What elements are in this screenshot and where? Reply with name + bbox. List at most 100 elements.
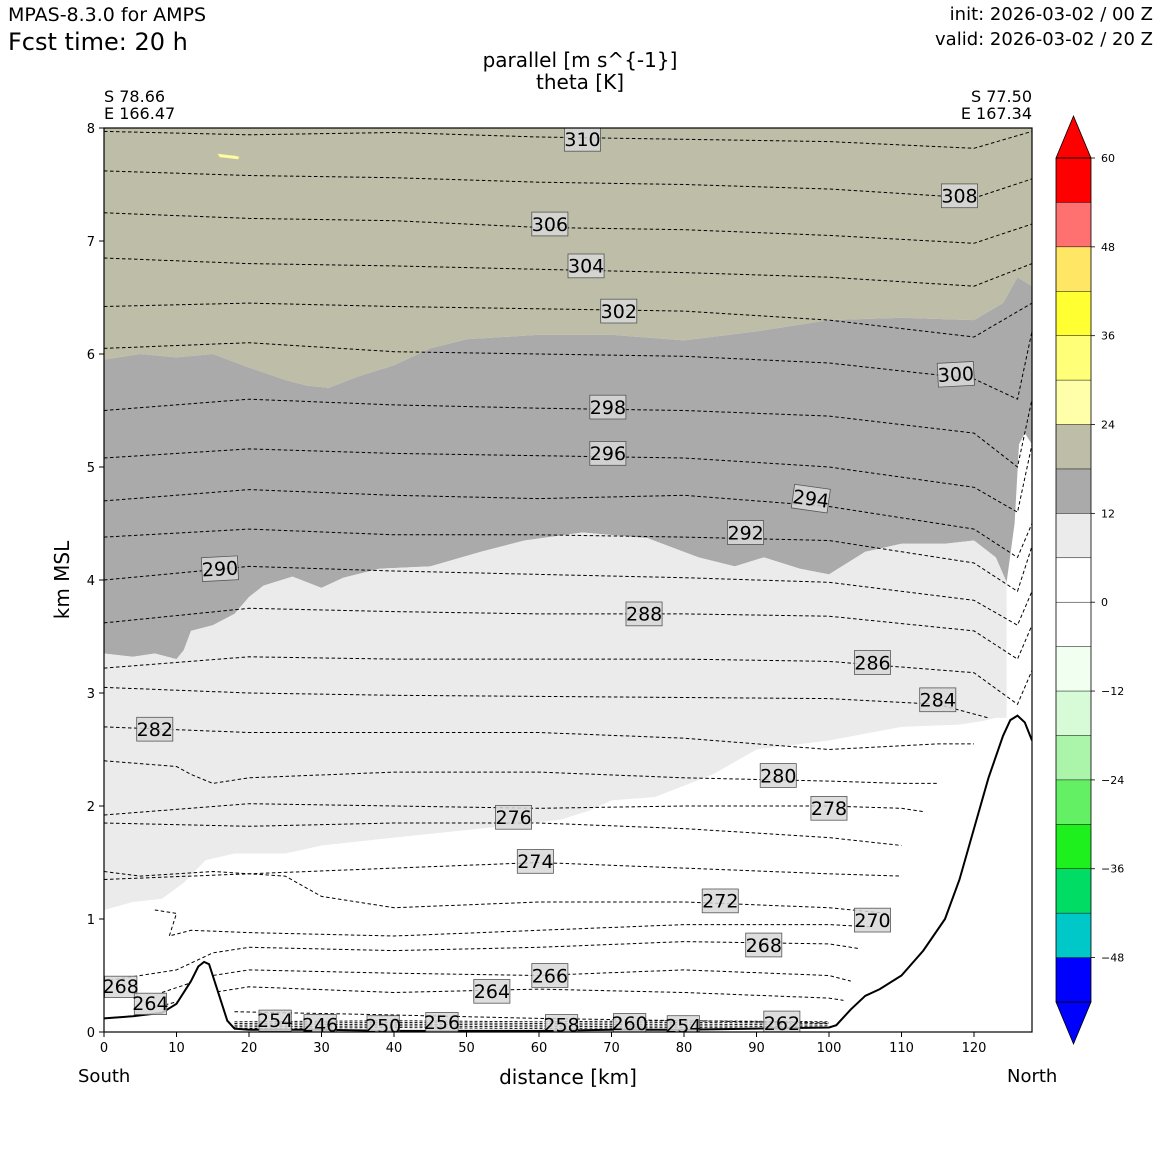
theta-label-302-box [600,298,638,324]
theta-contour-286 [104,656,1032,706]
colorbar-segment [1056,468,1091,514]
theta-contour-268 [104,941,859,982]
theta-label-280: 280 [760,765,796,787]
theta-label-262: 262 [764,1013,800,1035]
colorbar-tick-label: −48 [1101,952,1124,965]
theta-label-280-group: 280 [759,763,797,788]
colorbar-segment [1056,246,1091,292]
theta-label-310-box [563,128,601,152]
y-tick-label: 4 [87,574,95,589]
y-tick-label: 2 [87,800,95,815]
y-tick-label: 8 [87,122,95,137]
theta-label-minor-254-group: 254 [665,1015,701,1037]
theta-label-296-box [589,441,627,466]
theta-label-264-group: 264 [473,978,511,1004]
theta-label-276: 276 [495,807,531,829]
model-name: MPAS-8.3.0 for AMPS [8,4,207,26]
colorbar-extend-min [1055,1001,1092,1046]
theta-contour-surface [234,1023,830,1026]
x-tick-label: 110 [889,1041,914,1056]
theta-label-284-box [919,687,957,713]
theta-label-276-box [495,804,532,830]
theta-label-300: 300 [937,363,974,387]
theta-label-288-box [625,601,663,627]
chart-title: parallel [m s^{-1}] [482,48,678,72]
theta-label-minor-250-box [366,1015,400,1032]
theta-label-262-box [763,1010,801,1032]
theta-label-262-group: 262 [763,1010,801,1035]
theta-contour-296 [104,444,1032,513]
theta-contour-288 [104,607,1032,660]
theta-label-310: 310 [564,129,600,151]
theta-label-minor-256-box [425,1011,459,1032]
theta-label-292-group: 292 [727,520,764,545]
theta-contour-266 [161,969,851,993]
x-axis-label: distance [km] [499,1065,637,1089]
colorbar-segment [1056,779,1091,825]
theta-label-294: 294 [791,486,830,513]
theta-contour-302 [104,302,1032,338]
wind-fill-24-30-speck [217,153,240,160]
theta-label-minor-246-box [303,1014,337,1032]
wind-fill-12-18 [104,277,1032,660]
left-endpoint-lat: S 78.66 [104,87,166,106]
theta-label-304-box [567,253,605,279]
theta-contour-294 [104,489,1032,559]
theta-label-minor-250-group: 250 [365,1015,401,1037]
colorbar-tick-label: −24 [1101,774,1124,787]
colorbar-extend-max [1055,114,1092,159]
colorbar-segment [1056,335,1091,381]
theta-label-292-box [727,520,764,545]
theta-label-minor-268: 268 [103,976,139,998]
theta-label-276-group: 276 [495,804,532,830]
colorbar-segment [1056,424,1091,469]
colorbar-segment [1056,957,1091,1002]
x-tick-label: 0 [100,1041,108,1056]
colorbar-segment [1056,557,1091,603]
theta-contour-298 [104,398,1032,468]
theta-label-minor-256: 256 [424,1012,460,1034]
colorbar-frame [1055,157,1092,1003]
x-tick-label: 80 [676,1041,693,1056]
theta-label-284-group: 284 [919,687,957,713]
theta-label-278-box [810,795,848,821]
theta-label-minor-254: 254 [665,1015,701,1037]
theta-label-310-group: 310 [563,128,601,152]
theta-label-minor-260: 260 [611,1013,647,1035]
theta-label-264: 264 [474,981,510,1003]
colorbar-tick-label: 0 [1101,596,1108,609]
colorbar-segment [1056,691,1091,736]
x-tick-label: 70 [603,1041,620,1056]
theta-label-302: 302 [601,301,637,323]
colorbar-segment [1056,513,1091,558]
colorbar-segment [1056,868,1091,914]
colorbar-tick-label: −36 [1101,863,1124,876]
theta-label-268-group: 268 [745,932,783,958]
theta-label-284: 284 [920,690,956,712]
x-tick-label: 50 [458,1041,475,1056]
theta-label-306-box [531,211,569,237]
theta-label-280-box [759,763,797,788]
colorbar-tick-label: 24 [1101,419,1115,432]
colorbar-segment [1056,602,1091,647]
x-tick-label: 100 [817,1041,842,1056]
theta-label-278-group: 278 [810,795,848,821]
theta-label-306-group: 306 [531,211,569,237]
y-tick-label: 1 [87,913,95,928]
init-time: init: 2026-03-02 / 00 Z [949,4,1153,25]
axes-layer: 0 10 20 30 40 50 60 70 80 90 100 110 120 0 1 2 3 4 5 6 7 8 [87,122,987,1056]
theta-label-minor-264-box [133,992,167,1015]
theta-label-minor-250: 250 [365,1015,401,1037]
theta-label-308-box [940,183,978,209]
theta-label-294-box [790,483,831,514]
theta-label-minor-246-group: 246 [302,1014,338,1032]
wind-fill-6-12 [104,532,1007,910]
x-tick-label: 90 [748,1041,765,1056]
theta-label-268-box [745,932,783,958]
theta-label-272-group: 272 [701,888,739,914]
colorbar-segment [1056,824,1091,869]
theta-label-286: 286 [854,652,890,674]
theta-label-minor-260-group: 260 [611,1013,648,1035]
terrain-mask [104,715,1032,1032]
